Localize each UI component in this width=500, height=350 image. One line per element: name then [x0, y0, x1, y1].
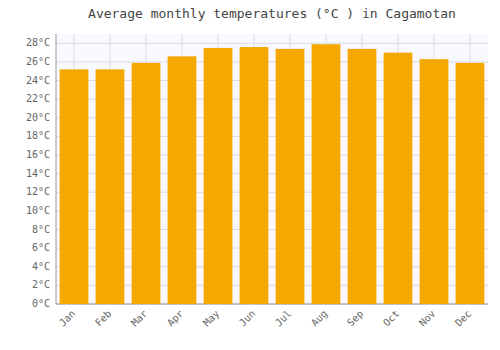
y-tick-label: 18°C: [26, 130, 50, 141]
x-tick-label: Oct: [381, 308, 402, 329]
title: Average monthly temperatures (°C ) in Ca…: [88, 6, 456, 21]
axes: 0°C 2°C 4°C 6°C 8°C 10°C 12°C 14°C 16°C 18°C 20°C 2…: [26, 34, 488, 328]
y-tick-label: 2°C: [32, 279, 50, 290]
y-tick-label: 22°C: [26, 93, 50, 104]
y-axis-line: [56, 34, 57, 304]
x-tick-label: Jul: [273, 308, 294, 329]
y-tick-label: 14°C: [26, 168, 50, 179]
grid-line-y: [56, 43, 488, 44]
y-tick-label: 8°C: [32, 224, 50, 235]
bar: [132, 63, 161, 304]
bar: [96, 69, 125, 304]
x-tick-label: May: [201, 308, 222, 329]
y-tick-label: 6°C: [32, 242, 50, 253]
bar: [456, 63, 485, 304]
bar: [348, 49, 377, 304]
bar: [384, 53, 413, 304]
grid: [56, 34, 488, 304]
plot-background: [56, 34, 488, 304]
y-tick-label: 26°C: [26, 56, 50, 67]
x-tick-label: Mar: [129, 308, 150, 329]
x-tick-label: Jun: [237, 308, 258, 329]
x-tick-label: Sep: [345, 308, 366, 329]
bar: [420, 59, 449, 304]
x-tick-label: Nov: [417, 308, 438, 329]
chart: 0°C 2°C 4°C 6°C 8°C 10°C 12°C 14°C 16°C 18°C 20°C 2…: [0, 0, 500, 350]
bar: [276, 49, 305, 304]
bars: [60, 44, 485, 304]
bar: [312, 44, 341, 304]
x-tick-label: Feb: [93, 308, 114, 329]
bar: [240, 47, 269, 304]
x-tick-label: Apr: [165, 308, 186, 329]
y-tick-label: 0°C: [32, 298, 50, 309]
y-tick-label: 20°C: [26, 112, 50, 123]
y-tick-label: 28°C: [26, 37, 50, 48]
bar: [204, 48, 233, 304]
x-tick-label: Dec: [453, 308, 474, 329]
y-tick-label: 16°C: [26, 149, 50, 160]
bar: [60, 69, 89, 304]
y-tick-label: 10°C: [26, 205, 50, 216]
x-tick-label: Jan: [57, 308, 78, 329]
x-tick-label: Aug: [309, 308, 330, 329]
y-tick-label: 24°C: [26, 75, 50, 86]
bar: [168, 56, 197, 304]
y-tick-label: 12°C: [26, 186, 50, 197]
y-tick-label: 4°C: [32, 261, 50, 272]
